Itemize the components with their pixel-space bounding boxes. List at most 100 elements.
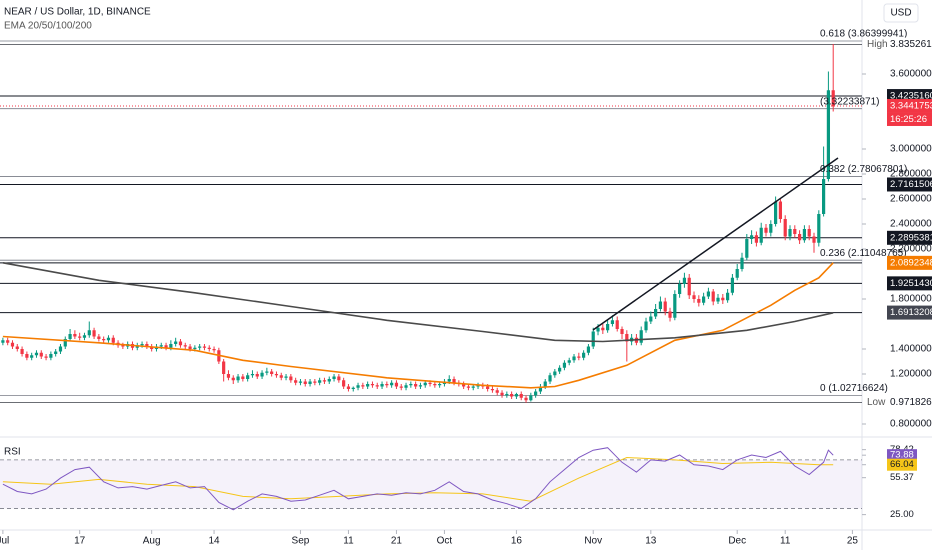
candle-body bbox=[327, 379, 331, 382]
candle-body bbox=[150, 346, 154, 349]
candle-body bbox=[562, 362, 567, 368]
candle-body bbox=[500, 392, 504, 396]
candle-body bbox=[702, 296, 706, 303]
candle-body bbox=[15, 346, 19, 349]
candle-body bbox=[226, 374, 231, 378]
currency[interactable]: USD bbox=[890, 8, 911, 19]
candle-body bbox=[289, 376, 293, 381]
candle-body bbox=[92, 330, 96, 337]
candle-body bbox=[486, 386, 490, 389]
price-label: 1.92514306 bbox=[890, 278, 932, 289]
currency-box[interactable] bbox=[883, 3, 919, 23]
rsi-tick-label: 25.00 bbox=[890, 509, 914, 520]
candle-body bbox=[466, 386, 471, 388]
candle-body bbox=[265, 371, 269, 373]
candle-body bbox=[87, 330, 91, 336]
candle-body bbox=[1, 340, 5, 343]
price-label: 1.69132089 bbox=[890, 307, 932, 318]
y-tick-label: 2.60000000 bbox=[890, 194, 932, 205]
candle-body bbox=[159, 345, 163, 347]
candle-body bbox=[246, 375, 250, 379]
candle-body bbox=[332, 376, 336, 379]
candle-body bbox=[745, 239, 749, 258]
candle-body bbox=[202, 346, 207, 348]
candle-body bbox=[548, 375, 552, 382]
x-tick-label: Sep bbox=[292, 536, 310, 547]
candle-body bbox=[586, 346, 591, 353]
price-label-box bbox=[887, 305, 932, 320]
indicator-label: EMA 20/50/100/200 bbox=[4, 21, 92, 32]
candle-body bbox=[606, 324, 610, 331]
rsi-tick-label: 73.88 bbox=[890, 450, 914, 461]
candle-body bbox=[514, 394, 519, 397]
candle-body bbox=[375, 385, 379, 387]
price-label-box bbox=[887, 230, 932, 245]
candle-body bbox=[817, 214, 821, 243]
candle-body bbox=[73, 334, 77, 337]
price-label-box bbox=[863, 37, 932, 52]
candle-body bbox=[270, 371, 274, 374]
candle-body bbox=[644, 321, 648, 331]
candle-body bbox=[476, 385, 480, 387]
candle-body bbox=[385, 384, 389, 386]
x-tick-label: 11 bbox=[343, 536, 354, 547]
price-label-box bbox=[863, 395, 932, 410]
candle-body bbox=[759, 227, 763, 243]
candle-body bbox=[294, 380, 298, 383]
candle-body bbox=[778, 201, 783, 219]
trend-line bbox=[592, 157, 839, 331]
y-tick-label: 3.60000000 bbox=[890, 69, 932, 80]
price-label: 2.28953815 bbox=[890, 232, 932, 243]
candle-body bbox=[543, 381, 547, 387]
candle-body bbox=[169, 344, 173, 348]
line bbox=[2, 447, 834, 511]
candle-body bbox=[58, 346, 63, 352]
fib-label: 0.618 (3.86399941) bbox=[820, 29, 907, 40]
y-tick-label: 1.40000000 bbox=[890, 344, 932, 355]
candle-body bbox=[318, 380, 322, 383]
candle-body bbox=[418, 385, 423, 387]
y-tick-label: 1.80000000 bbox=[890, 294, 932, 305]
rsi-band bbox=[0, 459, 862, 509]
x-tick-label: Dec bbox=[728, 536, 746, 547]
candle-body bbox=[6, 340, 10, 343]
candle-body bbox=[164, 345, 168, 348]
candle-body bbox=[178, 341, 183, 346]
candle-body bbox=[356, 385, 360, 388]
candle-body bbox=[279, 375, 283, 378]
candle-body bbox=[620, 329, 624, 334]
candle-body bbox=[284, 376, 288, 378]
candle-body bbox=[414, 384, 418, 387]
countdown: 16:25:26 bbox=[890, 114, 927, 125]
axis: 3.60000000 3.00000000 2.80000000 2.60000000… bbox=[0, 29, 932, 547]
candle-body bbox=[20, 349, 24, 354]
x-tick-label: 16 bbox=[511, 536, 523, 547]
rsi-title: RSI bbox=[4, 447, 21, 458]
candle-body bbox=[255, 374, 259, 377]
y-tick-label: 3.00000000 bbox=[890, 144, 932, 155]
candle-body bbox=[582, 352, 586, 358]
rsi-tick-label: 55.37 bbox=[890, 472, 914, 483]
price-label-box bbox=[887, 98, 932, 113]
candle-body bbox=[361, 385, 365, 387]
candle-body bbox=[433, 384, 437, 386]
candle-body bbox=[183, 345, 187, 347]
candle-body bbox=[322, 380, 327, 382]
candle-body bbox=[399, 386, 403, 388]
candle-body bbox=[423, 382, 427, 386]
candle-body bbox=[774, 201, 778, 224]
candle-body bbox=[591, 331, 595, 347]
price-label: 2.71615064 bbox=[890, 179, 932, 190]
candle-body bbox=[735, 269, 739, 278]
candle-body bbox=[769, 224, 773, 233]
candle-body bbox=[692, 295, 696, 299]
candle-body bbox=[452, 379, 456, 383]
candle-body bbox=[471, 386, 475, 388]
candle-body bbox=[447, 379, 451, 382]
candle-body bbox=[682, 277, 687, 284]
candle-body bbox=[236, 376, 240, 381]
candle-body bbox=[25, 354, 29, 358]
candle-body bbox=[207, 347, 211, 349]
candle-body bbox=[716, 297, 720, 302]
